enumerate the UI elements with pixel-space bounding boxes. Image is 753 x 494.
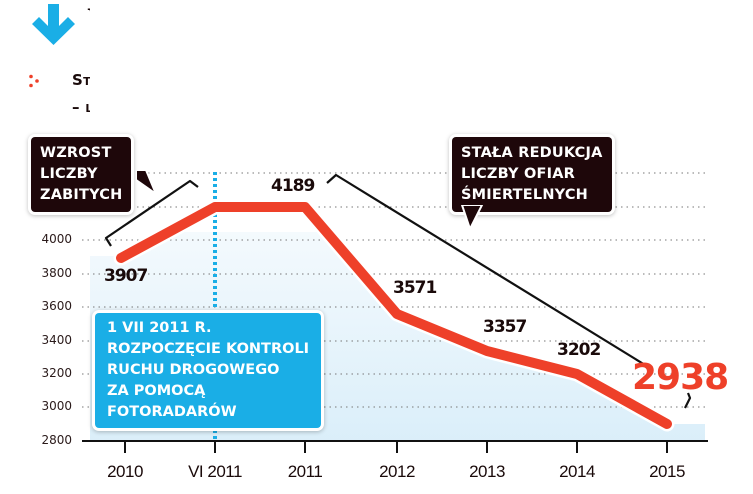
callout-speed-camera-start: 1 VII 2011 R. ROZPOCZĘCIE KONTROLI RUCHU…: [95, 313, 322, 428]
data-label-2015: 2938: [632, 357, 729, 398]
final-bracket-tick: [684, 392, 692, 409]
y-tick-3000: 3000: [41, 399, 72, 413]
x-tick-2011: 2011: [287, 462, 323, 481]
callout-reduction-pointer: [460, 205, 484, 232]
reduction-bracket: [326, 173, 651, 369]
x-tick-2015: 2015: [649, 462, 685, 481]
down-arrow-icon: [32, 2, 76, 46]
callout-increase: WZROST LICZBY ZABITYCH: [31, 137, 132, 212]
x-tick-2010: 2010: [107, 462, 143, 481]
data-label-2014: 3202: [557, 340, 601, 360]
data-label-2013: 3357: [483, 317, 527, 337]
y-tick-3200: 3200: [41, 366, 72, 380]
x-tick-2014: 2014: [559, 462, 595, 481]
callout-increase-pointer: [136, 170, 158, 197]
y-tick-2800: 2800: [41, 433, 72, 447]
data-line: [116, 202, 672, 429]
x-tick-2013: 2013: [469, 462, 505, 481]
y-tick-3400: 3400: [41, 333, 72, 347]
x-axis: [82, 440, 708, 453]
y-tick-4000: 4000: [41, 232, 72, 246]
y-tick-3600: 3600: [41, 299, 72, 313]
bullet-dots-icon: [28, 73, 40, 92]
x-tick-vi-2011: VI 2011: [188, 462, 242, 481]
x-tick-2012: 2012: [379, 462, 415, 481]
data-label-2012: 3571: [393, 278, 437, 298]
y-tick-3800: 3800: [41, 266, 72, 280]
chart-header: [32, 2, 76, 46]
increase-bracket: [104, 179, 199, 247]
callout-reduction: STAŁA REDUKCJA LICZBY OFIAR ŚMIERTELNYCH: [452, 137, 612, 212]
data-label-2010: 3907: [104, 266, 148, 286]
data-label-2011: 4189: [271, 176, 315, 196]
